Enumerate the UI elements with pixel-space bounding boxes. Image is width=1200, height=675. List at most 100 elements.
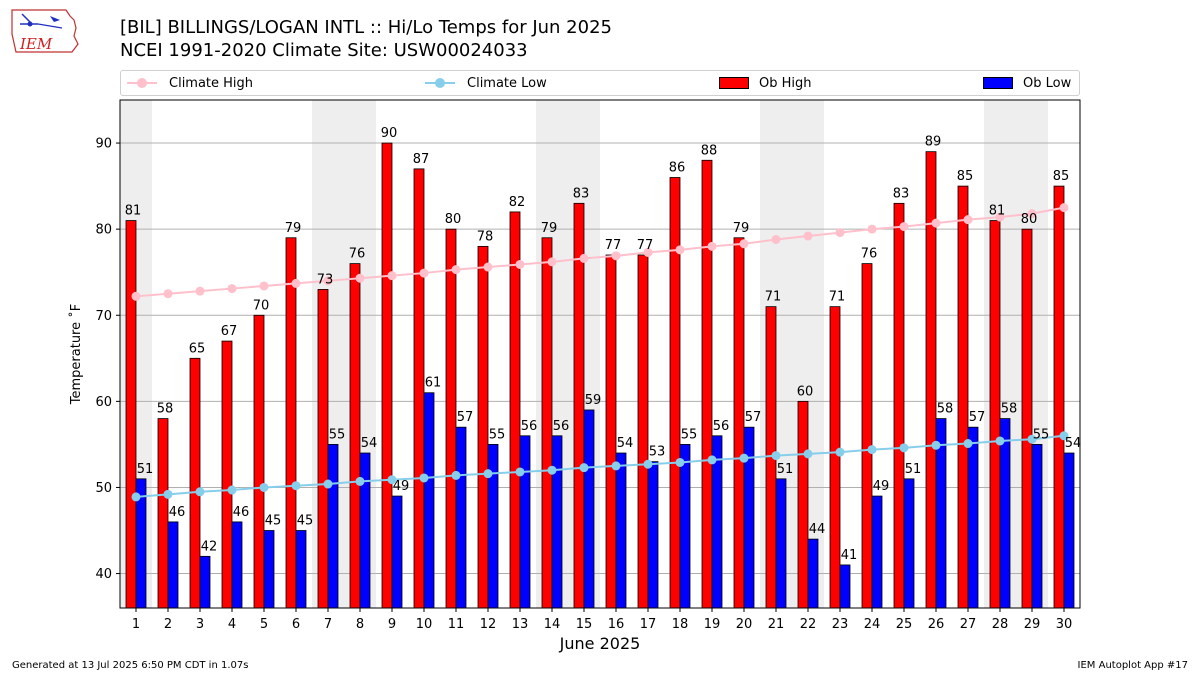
climate-low-point	[515, 467, 525, 477]
ob-low-bar	[583, 409, 595, 609]
app-note: IEM Autoplot App #17	[1077, 660, 1188, 671]
x-tick-label: 29	[1024, 617, 1041, 632]
climate-low-point	[355, 476, 365, 486]
ob-low-bar	[839, 564, 851, 609]
ob-low-value-label: 55	[329, 427, 346, 442]
ob-low-bar	[359, 452, 371, 609]
climate-low-point	[963, 439, 973, 449]
climate-high-point	[1059, 203, 1069, 213]
logo-text: IEM	[19, 35, 53, 53]
climate-high-point	[131, 291, 141, 301]
ob-high-bar	[829, 306, 841, 609]
ob-low-value-label: 56	[713, 419, 730, 434]
climate-high-point	[739, 239, 749, 249]
climate-high-line	[135, 206, 1065, 298]
x-tick-label: 11	[448, 617, 465, 632]
ob-low-value-label: 53	[649, 445, 666, 460]
ob-low-value-label: 45	[297, 514, 314, 529]
ob-high-value-label: 85	[1053, 169, 1070, 184]
ob-high-value-label: 65	[189, 341, 206, 356]
climate-high-point	[931, 218, 941, 228]
ob-high-value-label: 71	[765, 290, 782, 305]
climate-low-point	[195, 487, 205, 497]
ob-high-value-label: 80	[1021, 212, 1038, 227]
ob-low-value-label: 57	[457, 410, 474, 425]
ob-low-bar	[1063, 452, 1075, 609]
x-tick-label: 17	[640, 617, 657, 632]
ob-high-swatch	[719, 77, 749, 89]
legend-climate-low-label: Climate Low	[467, 75, 547, 91]
climate-low-point	[291, 481, 301, 491]
ob-low-value-label: 41	[841, 548, 858, 563]
climate-high-point	[483, 262, 493, 272]
ob-low-value-label: 54	[1065, 436, 1082, 451]
climate-high-point	[163, 289, 173, 299]
climate-high-point	[387, 271, 397, 281]
ob-high-bar	[797, 400, 809, 609]
climate-high-point	[1027, 209, 1037, 219]
ob-low-value-label: 54	[361, 436, 378, 451]
climate-high-point	[579, 253, 589, 263]
climate-high-point	[867, 224, 877, 234]
ob-high-bar	[349, 263, 361, 609]
legend-ob-low: Ob Low	[983, 71, 1071, 95]
ob-low-bar	[999, 418, 1011, 609]
climate-high-point	[515, 259, 525, 269]
y-tick-label: 50	[95, 481, 112, 496]
ob-low-value-label: 46	[169, 505, 186, 520]
ob-high-bar	[605, 254, 617, 609]
climate-low-point	[163, 489, 173, 499]
ob-low-value-label: 51	[905, 462, 922, 477]
climate-high-swatch	[127, 76, 157, 90]
ob-low-bar	[871, 495, 883, 609]
ob-low-bar	[199, 555, 211, 609]
y-axis-title: Temperature ˚F	[68, 304, 84, 405]
climate-high-point	[419, 268, 429, 278]
climate-high-point	[259, 281, 269, 291]
ob-high-value-label: 88	[701, 143, 718, 158]
ob-high-value-label: 58	[157, 402, 174, 417]
ob-high-value-label: 78	[477, 229, 494, 244]
climate-low-point	[323, 479, 333, 489]
x-tick-label: 21	[768, 617, 785, 632]
climate-low-point	[803, 449, 813, 459]
x-tick-label: 14	[544, 617, 561, 632]
x-axis-title: June 2025	[559, 634, 641, 653]
generated-note: Generated at 13 Jul 2025 6:50 PM CDT in …	[12, 660, 249, 671]
ob-low-bar	[903, 478, 915, 609]
x-tick-label: 8	[356, 617, 364, 632]
climate-low-point	[739, 453, 749, 463]
ob-high-bar	[733, 237, 745, 609]
ob-high-value-label: 79	[285, 221, 302, 236]
ob-low-value-label: 49	[393, 479, 410, 494]
x-tick-label: 2	[164, 617, 172, 632]
ob-high-bar	[509, 211, 521, 609]
climate-high-point	[355, 273, 365, 283]
ob-high-bar	[477, 245, 489, 609]
ob-low-bar	[487, 444, 499, 609]
ob-high-bar	[413, 168, 425, 609]
ob-high-bar	[637, 254, 649, 609]
climate-high-point	[547, 257, 557, 267]
ob-low-value-label: 59	[585, 393, 602, 408]
climate-high-point	[643, 247, 653, 257]
y-tick-label: 60	[95, 395, 112, 410]
ob-low-bar	[1031, 444, 1043, 609]
ob-high-bar	[573, 202, 585, 609]
legend-climate-high-label: Climate High	[169, 75, 254, 91]
ob-high-bar	[989, 220, 1001, 609]
climate-low-point	[771, 451, 781, 461]
ob-low-bar	[231, 521, 243, 609]
climate-low-point	[1027, 434, 1037, 444]
ob-low-bar	[807, 538, 819, 609]
ob-high-bar	[1053, 185, 1065, 609]
ob-high-bar	[221, 340, 233, 609]
ob-high-bar	[253, 314, 265, 609]
climate-low-line	[135, 434, 1065, 498]
ob-high-bar	[861, 263, 873, 609]
climate-high-point	[771, 234, 781, 244]
ob-low-bar	[551, 435, 563, 609]
ob-high-bar	[701, 159, 713, 609]
ob-low-value-label: 42	[201, 539, 218, 554]
x-tick-label: 15	[576, 617, 593, 632]
